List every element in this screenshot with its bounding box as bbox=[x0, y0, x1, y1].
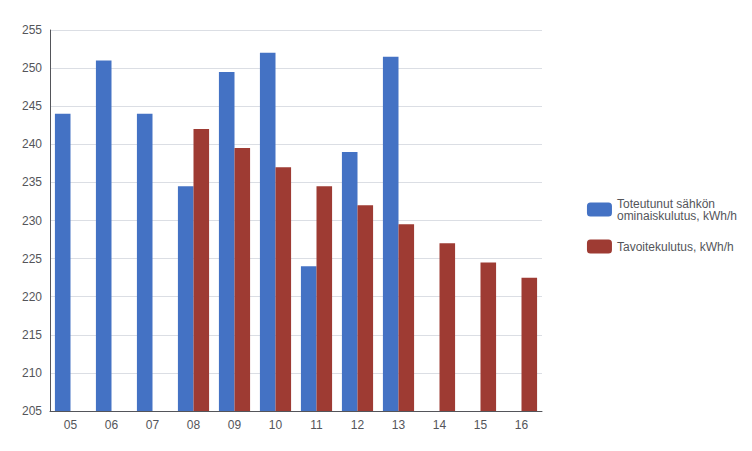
svg-text:250: 250 bbox=[22, 61, 42, 75]
svg-text:215: 215 bbox=[22, 328, 42, 342]
svg-text:255: 255 bbox=[22, 23, 42, 37]
svg-text:210: 210 bbox=[22, 366, 42, 380]
svg-text:240: 240 bbox=[22, 137, 42, 151]
svg-text:05: 05 bbox=[64, 418, 78, 432]
svg-text:225: 225 bbox=[22, 252, 42, 266]
svg-text:Tavoitekulutus, kWh/h: Tavoitekulutus, kWh/h bbox=[617, 240, 734, 254]
svg-text:09: 09 bbox=[228, 418, 242, 432]
svg-text:235: 235 bbox=[22, 175, 42, 189]
svg-text:220: 220 bbox=[22, 290, 42, 304]
svg-text:245: 245 bbox=[22, 99, 42, 113]
svg-text:14: 14 bbox=[433, 418, 447, 432]
svg-text:205: 205 bbox=[22, 404, 42, 418]
svg-text:13: 13 bbox=[392, 418, 406, 432]
svg-text:15: 15 bbox=[474, 418, 488, 432]
svg-text:06: 06 bbox=[105, 418, 119, 432]
svg-text:11: 11 bbox=[310, 418, 323, 432]
svg-text:07: 07 bbox=[146, 418, 160, 432]
svg-text:16: 16 bbox=[515, 418, 529, 432]
svg-text:230: 230 bbox=[22, 214, 42, 228]
svg-text:Toteutunut sähkön: Toteutunut sähkön bbox=[617, 196, 715, 211]
svg-text:12: 12 bbox=[351, 418, 365, 432]
svg-text:10: 10 bbox=[269, 418, 283, 432]
svg-text:08: 08 bbox=[187, 418, 201, 432]
svg-text:ominaiskulutus, kWh/h: ominaiskulutus, kWh/h bbox=[617, 209, 737, 223]
